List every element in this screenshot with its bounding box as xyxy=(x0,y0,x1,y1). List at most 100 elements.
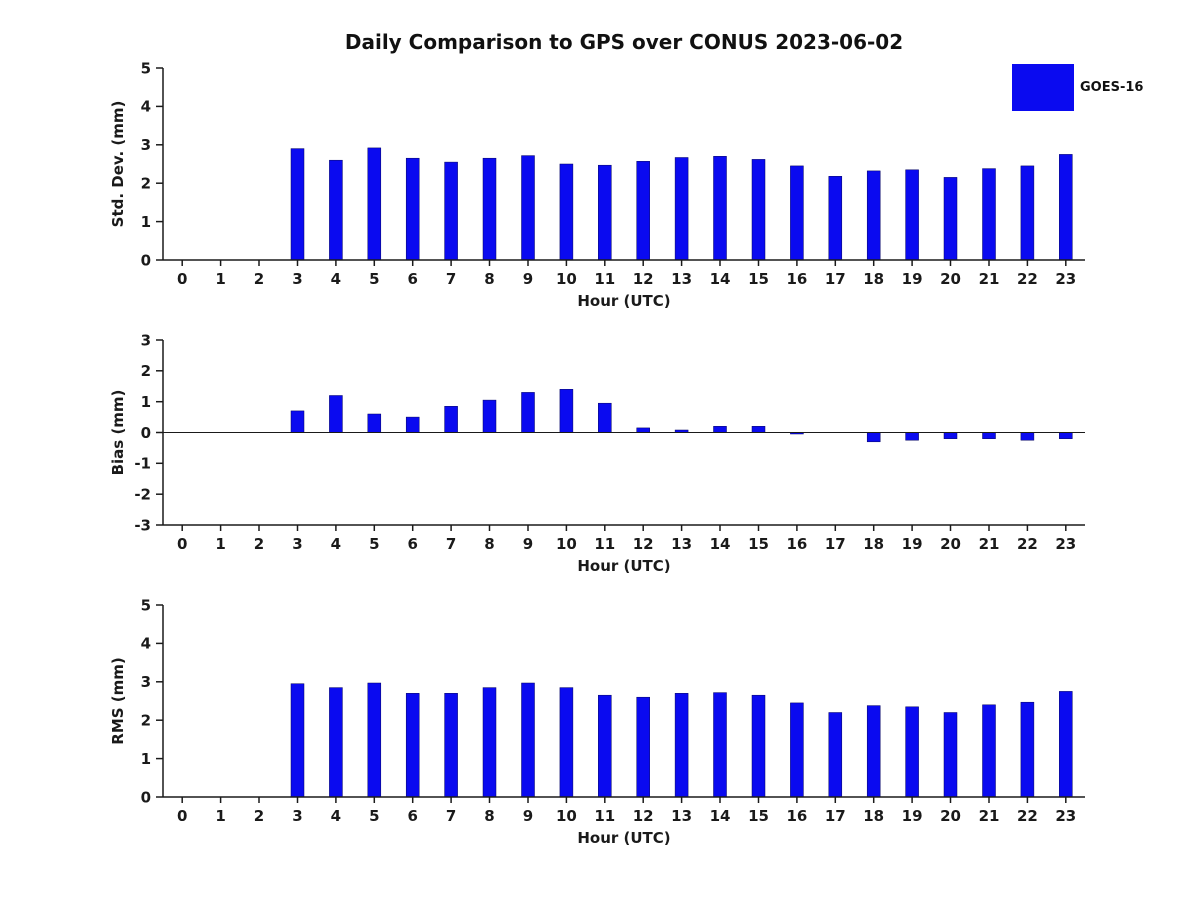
x-tick-label: 12 xyxy=(633,270,654,288)
bar-hour-18 xyxy=(866,432,881,443)
x-tick-label: 7 xyxy=(446,535,456,553)
bar-hour-6 xyxy=(405,157,420,261)
x-tick-label: 15 xyxy=(748,270,769,288)
bar-hour-5 xyxy=(367,413,382,433)
x-tick-label: 16 xyxy=(786,535,807,553)
subplot-std-dev: 0 1 2 3 4 5 0 1 2 3 4 5 6 7 8 9 10 11 12 13 14 15 16 17 18 19 20 21… xyxy=(0,55,1200,345)
bar-hour-19 xyxy=(905,706,919,798)
x-tick-label: 0 xyxy=(177,535,187,553)
bar-hour-5 xyxy=(367,682,382,798)
y-tick-label: 3 xyxy=(141,673,151,691)
x-tick-label: 2 xyxy=(254,807,264,825)
bar-hour-21 xyxy=(982,168,996,261)
bar-hour-12 xyxy=(636,161,650,261)
x-tick-label: 22 xyxy=(1017,270,1038,288)
x-tick-label: 7 xyxy=(446,807,456,825)
x-tick-label: 18 xyxy=(863,270,884,288)
y-tick-label: 4 xyxy=(141,98,151,116)
bar-hour-15 xyxy=(751,426,766,433)
x-tick-label: 0 xyxy=(177,807,187,825)
bar-hour-16 xyxy=(790,165,804,261)
x-tick-label: 1 xyxy=(215,535,225,553)
y-tick-label: 0 xyxy=(141,424,151,442)
x-tick-label: 17 xyxy=(825,535,846,553)
bar-hour-15 xyxy=(751,159,766,261)
bar-hour-3 xyxy=(290,683,305,798)
x-tick-label: 4 xyxy=(331,270,341,288)
bar-hour-23 xyxy=(1059,154,1073,261)
x-tick-label: 17 xyxy=(825,807,846,825)
y-tick-label: 1 xyxy=(141,750,151,768)
y-tick-label: 5 xyxy=(141,59,151,77)
x-tick-label: 21 xyxy=(979,807,1000,825)
x-tick-label: 15 xyxy=(748,807,769,825)
x-tick-label: 15 xyxy=(748,535,769,553)
x-tick-label: 23 xyxy=(1055,270,1076,288)
y-tick-label: 4 xyxy=(141,635,151,653)
x-tick-label: 7 xyxy=(446,270,456,288)
bar-hour-21 xyxy=(982,704,996,798)
bar-hour-3 xyxy=(290,410,305,433)
x-tick-label: 14 xyxy=(710,535,731,553)
bar-hour-14 xyxy=(713,692,727,798)
bar-hour-22 xyxy=(1020,165,1035,261)
bar-hour-12 xyxy=(636,427,650,433)
bar-hour-18 xyxy=(866,705,881,798)
x-tick-label: 6 xyxy=(407,535,417,553)
bar-hour-18 xyxy=(866,170,881,261)
x-tick-label: 13 xyxy=(671,535,692,553)
y-tick-label: 0 xyxy=(141,788,151,806)
x-tick-label: 20 xyxy=(940,535,961,553)
x-tick-label: 11 xyxy=(594,270,615,288)
x-tick-label: 4 xyxy=(331,807,341,825)
x-tick-label: 4 xyxy=(331,535,341,553)
x-tick-label: 5 xyxy=(369,270,379,288)
bar-hour-7 xyxy=(444,406,458,433)
x-tick-label: 11 xyxy=(594,535,615,553)
x-tick-label: 22 xyxy=(1017,535,1038,553)
y-tick-label: 2 xyxy=(141,174,151,192)
x-tick-label: 18 xyxy=(863,807,884,825)
x-tick-label: 5 xyxy=(369,807,379,825)
x-tick-label: 6 xyxy=(407,807,417,825)
bar-hour-22 xyxy=(1020,701,1035,798)
x-tick-label: 14 xyxy=(710,270,731,288)
x-tick-label: 21 xyxy=(979,270,1000,288)
x-tick-label: 6 xyxy=(407,270,417,288)
bar-hour-8 xyxy=(482,399,497,433)
bar-hour-9 xyxy=(521,682,535,798)
y-tick-label: 2 xyxy=(141,711,151,729)
y-tick-label: 1 xyxy=(141,213,151,231)
x-tick-label: 19 xyxy=(902,807,923,825)
x-tick-label: 3 xyxy=(292,807,302,825)
bar-hour-11 xyxy=(598,694,612,798)
y-tick-label: 3 xyxy=(141,331,151,349)
legend-swatch-goes16 xyxy=(1012,64,1074,111)
bar-hour-12 xyxy=(636,696,650,798)
x-tick-label: 2 xyxy=(254,535,264,553)
x-tick-label: 16 xyxy=(786,270,807,288)
bar-hour-6 xyxy=(405,416,420,433)
bar-hour-23 xyxy=(1059,691,1073,798)
x-tick-label: 21 xyxy=(979,535,1000,553)
y-axis-label: Bias (mm) xyxy=(109,390,127,476)
x-tick-label: 23 xyxy=(1055,807,1076,825)
y-axis-label: Std. Dev. (mm) xyxy=(109,101,127,228)
x-tick-label: 23 xyxy=(1055,535,1076,553)
x-tick-label: 1 xyxy=(215,807,225,825)
x-tick-label: 10 xyxy=(556,535,577,553)
bar-hour-10 xyxy=(559,163,574,261)
bar-hour-17 xyxy=(828,176,843,261)
bar-hour-10 xyxy=(559,389,574,433)
bar-hour-22 xyxy=(1020,432,1035,441)
bar-hour-23 xyxy=(1059,432,1073,439)
bar-hour-21 xyxy=(982,432,996,439)
bar-hour-7 xyxy=(444,693,458,798)
x-tick-label: 8 xyxy=(484,270,494,288)
x-tick-label: 2 xyxy=(254,270,264,288)
bar-hour-14 xyxy=(713,156,727,261)
bar-hour-16 xyxy=(790,702,804,798)
